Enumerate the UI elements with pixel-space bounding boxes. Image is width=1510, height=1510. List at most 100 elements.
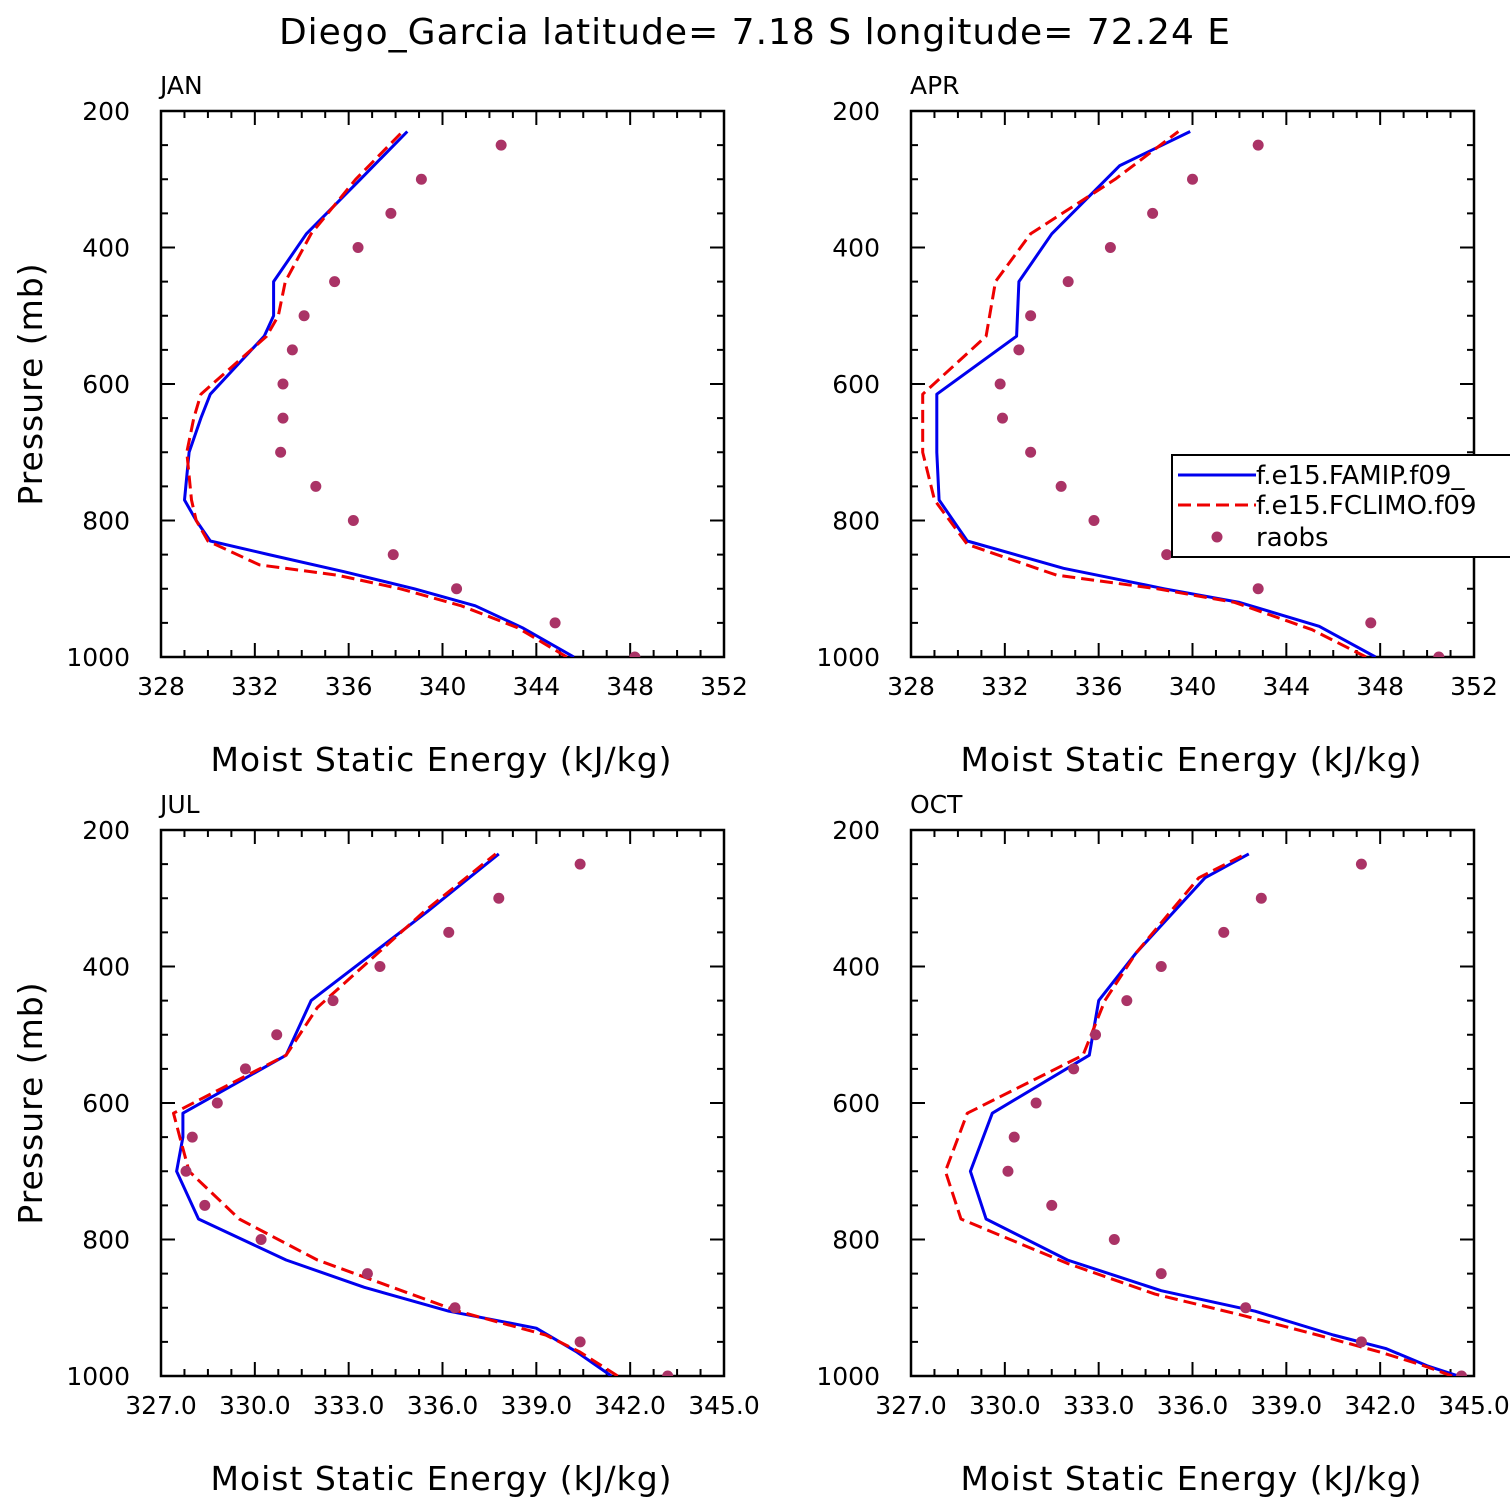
series-fclimo-line	[172, 852, 619, 1376]
x-tick-label: 330.0	[219, 1391, 291, 1420]
x-tick-label: 348	[1356, 672, 1404, 701]
raobs-point	[327, 995, 339, 1007]
x-tick-label: 328	[887, 672, 935, 701]
raobs-point	[451, 583, 463, 595]
raobs-point	[352, 242, 364, 253]
x-tick-label: 330.0	[969, 1391, 1041, 1420]
raobs-point	[1121, 995, 1133, 1007]
x-tick-label: 344	[512, 672, 560, 701]
series-raobs	[275, 139, 641, 657]
raobs-point	[1068, 1063, 1080, 1075]
raobs-point	[1030, 1097, 1042, 1109]
raobs-point	[415, 173, 427, 185]
raobs-point	[662, 1370, 674, 1376]
x-tick-label: 327.0	[125, 1391, 197, 1420]
x-tick-label: 342.0	[594, 1391, 666, 1420]
y-axis-label: Pressure (mb)	[11, 262, 50, 505]
raobs-point	[1218, 926, 1230, 938]
raobs-point	[1155, 961, 1167, 972]
panel-oct: 327.0 330.0 333.0 336.0 339.0 342.0 345.0 200 40…	[816, 790, 1509, 1498]
raobs-point	[275, 446, 287, 458]
raobs-point	[574, 858, 586, 870]
raobs-point	[1433, 651, 1445, 657]
x-tick-label: 348	[606, 672, 654, 701]
y-tick-label: 600	[832, 370, 880, 399]
raobs-point	[996, 412, 1008, 424]
x-tick-label: 339.0	[501, 1391, 573, 1420]
y-tick-label: 200	[82, 97, 130, 126]
y-tick-label: 600	[82, 370, 130, 399]
raobs-point	[271, 1029, 283, 1041]
raobs-point	[574, 1336, 586, 1348]
y-tick-label: 1000	[816, 1362, 880, 1391]
x-tick-label: 336	[325, 672, 373, 701]
raobs-point	[1090, 1029, 1102, 1041]
raobs-point	[1055, 480, 1067, 492]
panels: 328 332 336 340 344 348 352 200 400 600 800 1000 JAN…	[11, 71, 1510, 1498]
raobs-point	[1008, 1131, 1020, 1143]
raobs-point	[361, 1268, 373, 1280]
y-tick-label: 1000	[816, 643, 880, 672]
series-famip-line	[935, 130, 1377, 657]
x-tick-label: 352	[1450, 672, 1498, 701]
raobs-point	[1155, 1268, 1167, 1280]
panel-title: JUL	[158, 790, 200, 819]
x-axis-label: Moist Static Energy (kJ/kg)	[960, 740, 1422, 779]
legend-label: raobs	[1256, 523, 1329, 553]
x-tick-label: 332	[231, 672, 279, 701]
series-fclimo-line	[921, 130, 1367, 657]
legend-label: f.e15.FAMIP.f09_	[1256, 461, 1465, 491]
data-area	[183, 130, 641, 657]
raobs-point	[199, 1199, 211, 1211]
x-axis-label: Moist Static Energy (kJ/kg)	[210, 1459, 672, 1498]
raobs-point	[1355, 1336, 1367, 1348]
y-axis-label: Pressure (mb)	[11, 981, 50, 1224]
raobs-point	[1365, 617, 1377, 629]
x-tick-label: 339.0	[1251, 1391, 1323, 1420]
y-tick-label: 800	[832, 1226, 880, 1255]
series-fclimo-line	[185, 130, 568, 657]
panel-title: JAN	[158, 71, 203, 100]
tick-marks	[910, 829, 1475, 1377]
data-area	[943, 852, 1467, 1376]
plot-frame	[159, 109, 726, 659]
raobs-point	[180, 1165, 192, 1177]
x-tick-label: 342.0	[1344, 1391, 1416, 1420]
raobs-point	[387, 549, 399, 561]
series-famip-line	[183, 130, 575, 657]
x-tick-label: 332	[981, 672, 1029, 701]
x-axis-label: Moist Static Energy (kJ/kg)	[960, 1459, 1422, 1498]
raobs-point	[186, 1131, 198, 1143]
legend-label: f.e15.FCLIMO.f09	[1256, 491, 1476, 521]
x-tick-label: 336.0	[407, 1391, 479, 1420]
raobs-point	[1187, 173, 1198, 185]
raobs-point	[1013, 344, 1025, 356]
y-tick-label: 600	[82, 1089, 130, 1118]
tick-marks	[160, 110, 725, 658]
raobs-point	[1255, 892, 1267, 904]
raobs-point	[255, 1234, 267, 1245]
legend-marker-raobs	[1211, 531, 1223, 543]
raobs-point	[1062, 276, 1074, 288]
raobs-point	[1252, 583, 1264, 595]
data-area	[921, 130, 1445, 657]
raobs-point	[385, 207, 397, 219]
y-tick-label: 400	[832, 953, 880, 982]
x-tick-label: 328	[137, 672, 185, 701]
y-tick-label: 400	[82, 953, 130, 982]
raobs-point	[1104, 242, 1116, 253]
raobs-point	[1252, 139, 1264, 151]
y-tick-label: 400	[82, 234, 130, 263]
tick-marks	[160, 829, 725, 1377]
raobs-point	[443, 926, 455, 938]
panel-title: APR	[910, 71, 960, 100]
raobs-point	[277, 378, 289, 390]
y-tick-label: 1000	[66, 1362, 130, 1391]
raobs-point	[1002, 1165, 1014, 1177]
raobs-point	[495, 139, 507, 151]
x-tick-label: 336	[1075, 672, 1123, 701]
panel-jul: 327.0 330.0 333.0 336.0 339.0 342.0 345.0 200 40…	[11, 790, 760, 1498]
y-tick-label: 800	[82, 1226, 130, 1255]
